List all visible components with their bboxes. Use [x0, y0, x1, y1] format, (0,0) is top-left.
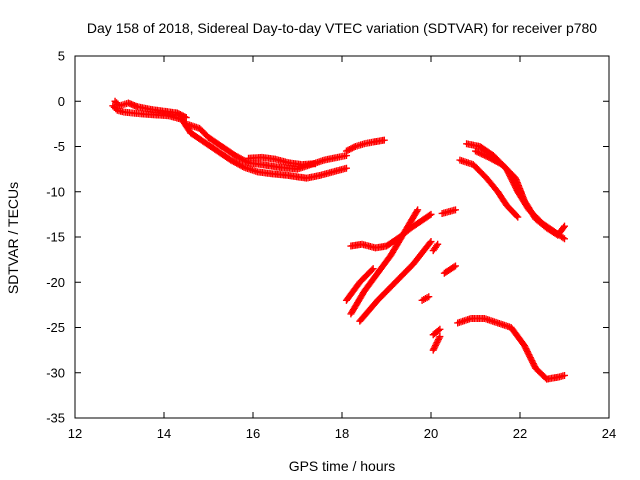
- data-point: [427, 210, 435, 218]
- x-tick-label: 18: [335, 426, 349, 441]
- x-tick-label: 22: [513, 426, 527, 441]
- data-point: [450, 263, 458, 271]
- data-point: [380, 136, 388, 144]
- data-point: [425, 293, 433, 301]
- series-track-9: [342, 265, 377, 304]
- data-point: [350, 143, 358, 151]
- series-track-16: [429, 325, 444, 339]
- series-track-20: [454, 314, 568, 383]
- x-axis-label: GPS time / hours: [289, 458, 396, 474]
- data-point: [436, 325, 444, 333]
- data-point: [513, 212, 521, 220]
- y-axis-label: SDTVAR / TECUs: [5, 182, 21, 294]
- data-point: [342, 164, 350, 172]
- y-tick-label: 5: [58, 49, 65, 64]
- data-point: [426, 211, 434, 219]
- data-point: [435, 334, 443, 342]
- x-axis-ticks: 12 14 16 18 20 22 24: [68, 56, 616, 441]
- series-track-6: [342, 136, 388, 155]
- data-point: [559, 234, 567, 242]
- series-track-14: [440, 262, 459, 277]
- y-tick-label: 0: [58, 94, 65, 109]
- x-tick-label: 14: [157, 426, 171, 441]
- data-point: [182, 114, 190, 122]
- x-tick-label: 24: [602, 426, 616, 441]
- data-point: [414, 206, 422, 214]
- data-point: [451, 206, 459, 214]
- chart-title: Day 158 of 2018, Sidereal Day-to-day VTE…: [87, 20, 597, 36]
- data-point: [413, 207, 421, 215]
- data-point: [561, 235, 568, 243]
- data-points: [109, 97, 568, 383]
- x-tick-label: 20: [424, 426, 438, 441]
- y-axis-ticks: 5 0 -5 -10 -15 -20 -25 -30 -35: [46, 49, 609, 426]
- series-track-10: [356, 238, 435, 325]
- data-point: [369, 265, 377, 273]
- data-point: [426, 239, 434, 247]
- y-tick-label: -10: [46, 184, 65, 199]
- data-point: [436, 333, 444, 341]
- series-track-2: [111, 97, 190, 122]
- data-point: [427, 238, 435, 246]
- series-track-4: [187, 129, 350, 182]
- y-tick-label: -25: [46, 320, 65, 335]
- y-tick-label: -15: [46, 230, 65, 245]
- data-point: [434, 240, 442, 248]
- data-point: [433, 242, 441, 250]
- series-track-12: [429, 240, 442, 255]
- series-track-8: [347, 206, 422, 318]
- data-point: [368, 266, 376, 274]
- data-point: [560, 223, 568, 231]
- series-track-11: [418, 293, 433, 304]
- data-point: [561, 371, 568, 379]
- series-track-19: [472, 147, 568, 239]
- series-track-5: [245, 153, 319, 169]
- data-point: [243, 158, 251, 166]
- series-track-7: [347, 210, 435, 252]
- data-point: [239, 163, 247, 171]
- data-point: [311, 160, 319, 168]
- data-point: [451, 262, 459, 270]
- data-point: [435, 326, 443, 334]
- series-track-17: [456, 156, 522, 221]
- series-track-15: [429, 333, 444, 354]
- data-point: [181, 113, 189, 121]
- data-point: [514, 213, 522, 221]
- x-tick-label: 16: [246, 426, 260, 441]
- x-tick-label: 12: [68, 426, 82, 441]
- y-tick-label: -20: [46, 275, 65, 290]
- series-track-13: [438, 206, 459, 217]
- y-tick-label: -35: [46, 411, 65, 426]
- y-tick-label: -30: [46, 365, 65, 380]
- y-tick-label: -5: [53, 139, 65, 154]
- data-point: [561, 222, 568, 230]
